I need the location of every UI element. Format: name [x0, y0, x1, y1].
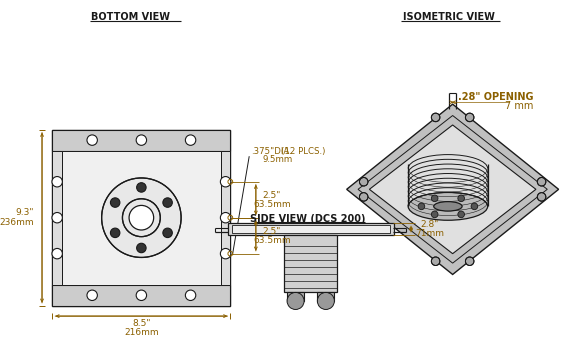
Text: 9.3": 9.3" — [15, 209, 33, 218]
Circle shape — [431, 195, 438, 202]
Text: 236mm: 236mm — [0, 218, 33, 227]
Circle shape — [123, 199, 160, 237]
Text: .375"DIA.: .375"DIA. — [251, 147, 292, 156]
Bar — [52, 130, 230, 151]
Text: (12 PLCS.): (12 PLCS.) — [281, 147, 326, 156]
Text: SIDE VIEW (DCS 200): SIDE VIEW (DCS 200) — [250, 213, 366, 224]
Circle shape — [137, 183, 146, 192]
Bar — [62, 151, 221, 285]
Text: 2.5": 2.5" — [263, 227, 281, 236]
Circle shape — [110, 198, 120, 207]
Bar — [232, 225, 390, 233]
Text: 2.5": 2.5" — [263, 191, 281, 200]
Circle shape — [163, 228, 173, 238]
Text: 216mm: 216mm — [124, 328, 158, 337]
Circle shape — [458, 195, 464, 202]
Polygon shape — [369, 125, 536, 254]
Text: 7 mm: 7 mm — [505, 101, 533, 111]
Circle shape — [163, 198, 173, 207]
Circle shape — [52, 248, 62, 259]
Bar — [52, 151, 62, 285]
Circle shape — [537, 193, 546, 201]
Circle shape — [52, 212, 62, 223]
Bar — [287, 291, 304, 301]
Circle shape — [318, 292, 335, 309]
Circle shape — [185, 135, 196, 145]
Circle shape — [359, 177, 368, 186]
Circle shape — [287, 292, 304, 309]
Circle shape — [102, 178, 181, 257]
Circle shape — [431, 211, 438, 218]
Text: 63.5mm: 63.5mm — [253, 236, 291, 245]
Bar — [318, 291, 335, 301]
Bar — [284, 235, 337, 291]
Text: 63.5mm: 63.5mm — [253, 200, 291, 209]
Ellipse shape — [434, 202, 462, 211]
Text: 2.8": 2.8" — [421, 220, 439, 229]
Circle shape — [52, 176, 62, 187]
Circle shape — [110, 228, 120, 238]
Circle shape — [465, 257, 474, 265]
Text: BOTTOM VIEW: BOTTOM VIEW — [92, 12, 170, 22]
Circle shape — [87, 135, 97, 145]
Circle shape — [185, 290, 196, 300]
Polygon shape — [347, 104, 559, 274]
Circle shape — [465, 113, 474, 122]
Bar — [52, 285, 230, 306]
Circle shape — [129, 206, 154, 230]
Circle shape — [431, 257, 440, 265]
Text: 71mm: 71mm — [416, 229, 444, 238]
Bar — [221, 151, 230, 285]
Text: ISOMETRIC VIEW: ISOMETRIC VIEW — [403, 12, 495, 22]
Circle shape — [220, 176, 231, 187]
Circle shape — [537, 177, 546, 186]
Ellipse shape — [408, 192, 488, 220]
Circle shape — [136, 290, 147, 300]
Bar — [52, 130, 230, 306]
Circle shape — [220, 212, 231, 223]
Circle shape — [87, 290, 97, 300]
Text: 9.5mm: 9.5mm — [262, 155, 293, 164]
Text: .28" OPENING: .28" OPENING — [458, 92, 533, 102]
Circle shape — [136, 135, 147, 145]
Circle shape — [471, 203, 478, 210]
Text: 8.5": 8.5" — [132, 319, 151, 328]
Circle shape — [220, 248, 231, 259]
Circle shape — [458, 211, 464, 218]
Circle shape — [137, 243, 146, 253]
Circle shape — [418, 203, 425, 210]
Bar — [228, 224, 394, 235]
Circle shape — [359, 193, 368, 201]
Circle shape — [431, 113, 440, 122]
